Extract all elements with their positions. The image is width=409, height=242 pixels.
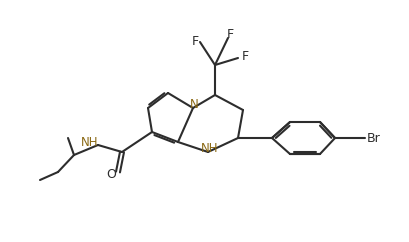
Text: F: F (191, 35, 198, 47)
Text: F: F (241, 51, 248, 63)
Text: F: F (226, 28, 233, 40)
Text: NH: NH (81, 136, 99, 149)
Text: Br: Br (366, 131, 380, 144)
Text: NH: NH (201, 142, 218, 154)
Text: O: O (106, 167, 116, 181)
Text: N: N (189, 98, 198, 112)
